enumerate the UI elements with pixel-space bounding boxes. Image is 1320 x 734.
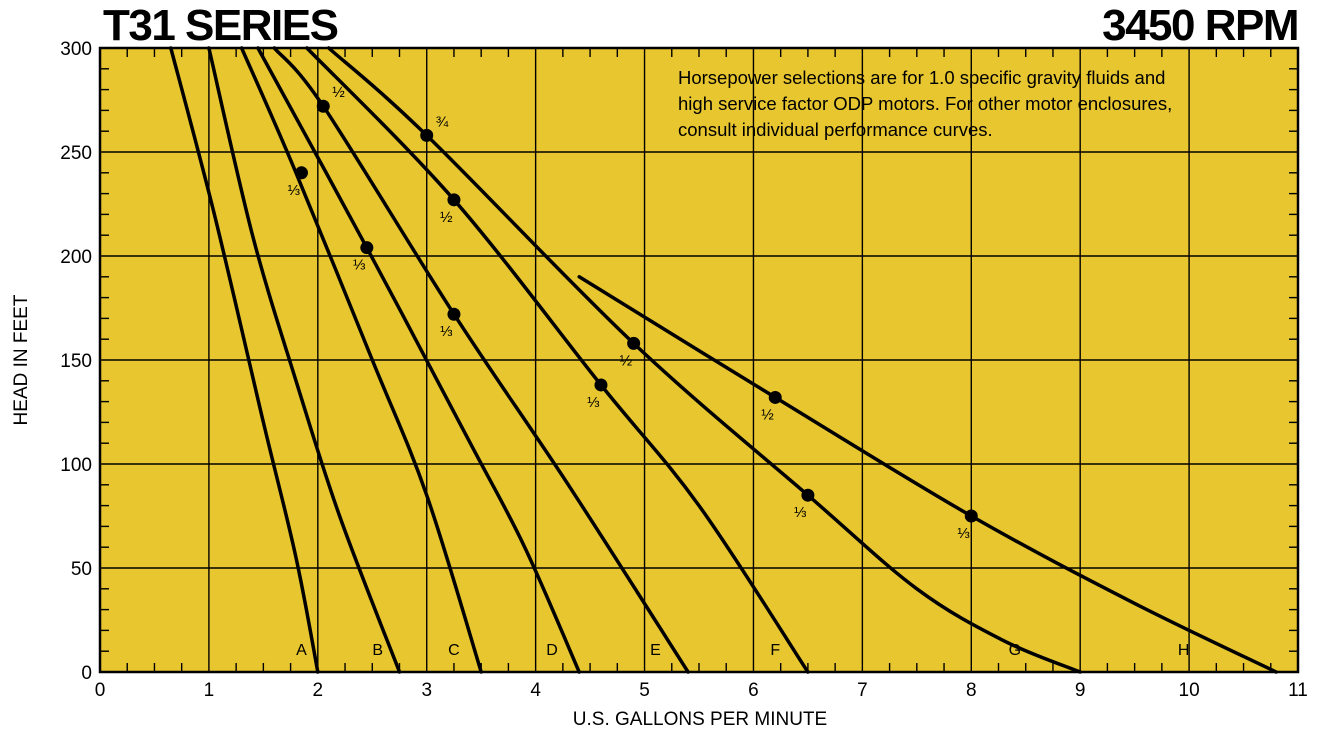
curve-label-c: C (448, 642, 460, 659)
hp-marker-c (294, 166, 308, 180)
x-tick-label: 5 (639, 680, 650, 701)
hp-label-f: ⅓ (587, 394, 600, 411)
hp-marker-h (768, 390, 782, 404)
y-axis-label: HEAD IN FEET (11, 294, 32, 425)
y-tick-label: 250 (60, 143, 92, 164)
curve-label-h: H (1178, 642, 1190, 659)
curve-label-a: A (296, 642, 307, 659)
hp-label-e: ⅓ (440, 323, 453, 340)
curve-a (169, 46, 320, 674)
hp-marker-g (627, 336, 641, 350)
hp-markers: ⅓ ⅓ ½ ⅓ ½ ⅓ ¾ ½ ⅓ ½ ⅓ (287, 84, 978, 542)
x-tick-label: 2 (313, 680, 324, 701)
hp-marker-h (964, 509, 978, 523)
curve-label-g: G (1009, 642, 1021, 659)
chart-title: T31 SERIES (103, 1, 338, 50)
hp-label-g: ¾ (436, 113, 449, 130)
curve-d (256, 46, 581, 674)
annotation-line: high service factor ODP motors. For othe… (678, 93, 1172, 114)
curve-label-e: E (650, 642, 661, 659)
hp-label-h: ⅓ (957, 525, 970, 542)
curve-c (239, 46, 483, 674)
x-tick-label: 7 (857, 680, 868, 701)
x-tick-label: 4 (530, 680, 541, 701)
hp-marker-g (801, 488, 815, 502)
y-tick-label: 150 (60, 351, 92, 372)
hp-marker-f (594, 378, 608, 392)
hp-label-h: ½ (761, 406, 774, 423)
curve-label-f: F (770, 642, 780, 659)
hp-label-g: ⅓ (794, 504, 807, 521)
curve-b (207, 46, 402, 674)
gridlines (100, 48, 1298, 672)
hp-label-f: ½ (440, 209, 453, 226)
curve-label-b: B (372, 642, 383, 659)
x-tick-label: 8 (966, 680, 977, 701)
x-tick-labels: 0 1 2 3 4 5 6 7 8 9 10 11 (95, 680, 1308, 701)
annotation-line: Horsepower selections are for 1.0 specif… (678, 67, 1165, 88)
curve-label-d: D (546, 642, 558, 659)
chart-subtitle: 3450 RPM (1102, 1, 1298, 50)
y-tick-label: 50 (71, 559, 92, 580)
y-tick-label: 100 (60, 455, 92, 476)
x-tick-label: 3 (421, 680, 432, 701)
y-tick-label: 200 (60, 247, 92, 268)
hp-marker-e (447, 307, 461, 321)
y-tick-label: 300 (60, 39, 92, 60)
x-tick-label: 9 (1075, 680, 1086, 701)
hp-marker-e (316, 99, 330, 113)
x-tick-label: 10 (1179, 680, 1200, 701)
x-tick-label: 6 (748, 680, 759, 701)
hp-label-e: ½ (332, 84, 345, 101)
annotation-note: Horsepower selections are for 1.0 specif… (678, 67, 1172, 140)
hp-label-c: ⅓ (287, 182, 300, 199)
hp-marker-g (420, 128, 434, 142)
y-tick-label: 0 (81, 663, 92, 684)
curve-h (577, 275, 1278, 674)
y-tick-labels: 0 50 100 150 200 250 300 (60, 39, 92, 684)
hp-marker-f (447, 193, 461, 207)
hp-label-g: ½ (620, 352, 633, 369)
annotation-line: consult individual performance curves. (678, 119, 993, 140)
x-axis-label: U.S. GALLONS PER MINUTE (573, 709, 827, 730)
x-tick-label: 0 (95, 680, 106, 701)
hp-label-d: ⅓ (353, 257, 366, 274)
hp-marker-d (360, 241, 374, 255)
x-tick-label: 1 (204, 680, 215, 701)
x-tick-label: 11 (1288, 680, 1308, 701)
